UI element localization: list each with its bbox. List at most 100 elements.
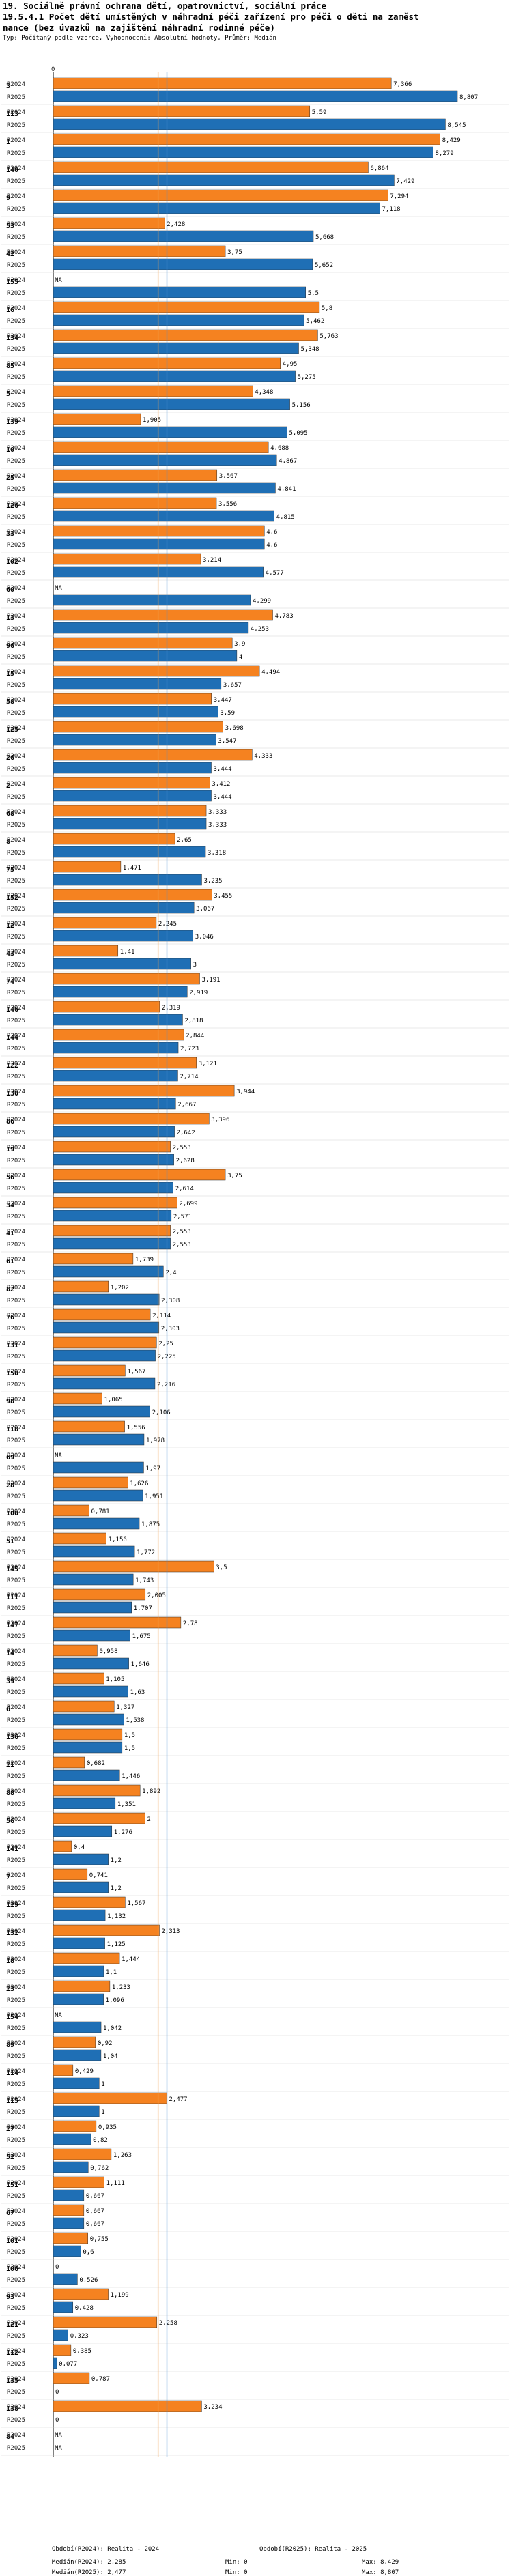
category-label: 60 bbox=[6, 586, 14, 594]
value-label-2025: 8,545 bbox=[447, 122, 466, 129]
series-label-2024: R2024 bbox=[7, 1704, 25, 1711]
bar-2024 bbox=[53, 2400, 202, 2412]
bar-2025 bbox=[53, 342, 299, 354]
series-label-2025: R2025 bbox=[7, 1969, 25, 1976]
value-label-2025: 3,333 bbox=[208, 822, 227, 829]
value-label-2024: 1,111 bbox=[106, 2180, 125, 2187]
bar-2025 bbox=[53, 1182, 173, 1194]
bar-2024 bbox=[53, 1504, 89, 1517]
series-label-2024: R2024 bbox=[7, 1648, 25, 1655]
bar-2024 bbox=[53, 1113, 210, 1125]
bar-2025 bbox=[53, 1154, 174, 1166]
series-label-2025: R2025 bbox=[7, 1661, 25, 1668]
bar-2024 bbox=[53, 1057, 197, 1069]
bar-2024 bbox=[53, 889, 212, 901]
bar-2024 bbox=[53, 1001, 160, 1013]
series-label-2025: R2025 bbox=[7, 1214, 25, 1220]
series-label-2024: R2024 bbox=[7, 1369, 25, 1375]
series-label-2024: R2024 bbox=[7, 1397, 25, 1403]
median-2024-label: Medián(R2024): 2,285 bbox=[52, 2559, 126, 2566]
category-label: 93 bbox=[6, 2293, 14, 2301]
na-label: NA bbox=[55, 2432, 62, 2439]
bar-2025 bbox=[53, 1405, 150, 1418]
bar-2025 bbox=[53, 174, 395, 186]
series-label-2024: R2024 bbox=[7, 697, 25, 704]
series-label-2024: R2024 bbox=[7, 669, 25, 676]
series-label-2024: R2024 bbox=[7, 1620, 25, 1627]
category-label: 114 bbox=[6, 2070, 18, 2077]
value-label-2025: 4,815 bbox=[276, 514, 295, 521]
value-label-2024: 0,682 bbox=[87, 1760, 105, 1767]
bar-2025 bbox=[53, 1909, 106, 1921]
bar-2025 bbox=[53, 650, 238, 662]
bar-2025 bbox=[53, 958, 191, 970]
series-label-2024: R2024 bbox=[7, 305, 25, 312]
series-label-2025: R2025 bbox=[7, 1018, 25, 1025]
category-label: 129 bbox=[6, 1902, 18, 1909]
series-label-2025: R2025 bbox=[7, 2361, 25, 2368]
value-label-2024: 3,396 bbox=[211, 1117, 229, 1124]
series-label-2025: R2025 bbox=[7, 990, 25, 997]
series-label-2025: R2025 bbox=[7, 1186, 25, 1192]
category-label: 155 bbox=[6, 278, 18, 286]
series-label-2024: R2024 bbox=[7, 2124, 25, 2131]
value-label-2024: 4,348 bbox=[255, 389, 273, 396]
bar-2025 bbox=[53, 1797, 116, 1809]
value-label-2025: 1,743 bbox=[135, 1577, 154, 1584]
series-label-2024: R2024 bbox=[7, 1816, 25, 1823]
bar-2024 bbox=[53, 1644, 98, 1657]
value-label-2025: 5,348 bbox=[301, 346, 319, 353]
bar-2024 bbox=[53, 1253, 134, 1265]
bar-2025 bbox=[53, 1321, 160, 1334]
value-label-2025: 5,5 bbox=[308, 290, 319, 297]
series-label-2025: R2025 bbox=[7, 1941, 25, 1948]
chart-title-line2: 19.5.4.1 Počet dětí umístěných v náhradn… bbox=[3, 12, 419, 22]
series-label-2025: R2025 bbox=[7, 570, 25, 577]
category-label: 3 bbox=[6, 83, 10, 90]
bar-2024 bbox=[53, 2232, 89, 2244]
series-label-2024: R2024 bbox=[7, 809, 25, 816]
series-label-2025: R2025 bbox=[7, 1382, 25, 1388]
series-label-2025: R2025 bbox=[7, 822, 25, 829]
category-label: 19 bbox=[6, 1146, 14, 1154]
series-label-2025: R2025 bbox=[7, 486, 25, 493]
series-label-2024: R2024 bbox=[7, 1425, 25, 1431]
category-label: 89 bbox=[6, 2042, 14, 2049]
bar-2025 bbox=[53, 594, 251, 606]
value-label-2025: 2,308 bbox=[161, 1298, 180, 1304]
series-label-2025: R2025 bbox=[7, 318, 25, 325]
series-label-2024: R2024 bbox=[7, 249, 25, 256]
value-label-2025: 7,429 bbox=[396, 178, 414, 185]
series-label-2025: R2025 bbox=[7, 178, 25, 185]
series-label-2025: R2025 bbox=[7, 1913, 25, 1920]
bar-2024 bbox=[53, 2316, 158, 2328]
value-label-2025: 8,807 bbox=[459, 94, 478, 101]
value-label-2025: 3,235 bbox=[203, 878, 222, 885]
series-label-2024: R2024 bbox=[7, 1536, 25, 1543]
bar-2025 bbox=[53, 902, 195, 914]
bar-2025 bbox=[53, 2133, 91, 2145]
value-label-2024: 1,739 bbox=[135, 1257, 154, 1263]
value-label-2024: 7,366 bbox=[393, 81, 412, 88]
category-label: 23 bbox=[6, 1986, 14, 1993]
bar-2024 bbox=[53, 301, 320, 313]
series-label-2024: R2024 bbox=[7, 193, 25, 200]
value-label-2024: 2,78 bbox=[183, 1620, 198, 1627]
series-label-2025: R2025 bbox=[7, 2389, 25, 2396]
series-label-2024: R2024 bbox=[7, 1452, 25, 1459]
value-label-2025: 0,762 bbox=[90, 2165, 109, 2172]
bar-2025 bbox=[53, 1126, 175, 1138]
series-label-2025: R2025 bbox=[7, 2137, 25, 2144]
value-label-2024: 2,844 bbox=[186, 1033, 204, 1040]
value-label-2024: 2,258 bbox=[159, 2320, 177, 2327]
category-label: 69 bbox=[6, 1454, 14, 1461]
value-label-2024: 2,553 bbox=[173, 1229, 191, 1235]
bar-2025 bbox=[53, 1377, 156, 1390]
series-label-2024: R2024 bbox=[7, 2208, 25, 2215]
category-label: 135 bbox=[6, 2377, 18, 2385]
bar-2025 bbox=[53, 1014, 183, 1026]
bar-2025 bbox=[53, 2245, 81, 2257]
series-label-2024: R2024 bbox=[7, 1117, 25, 1124]
series-label-2025: R2025 bbox=[7, 94, 25, 101]
